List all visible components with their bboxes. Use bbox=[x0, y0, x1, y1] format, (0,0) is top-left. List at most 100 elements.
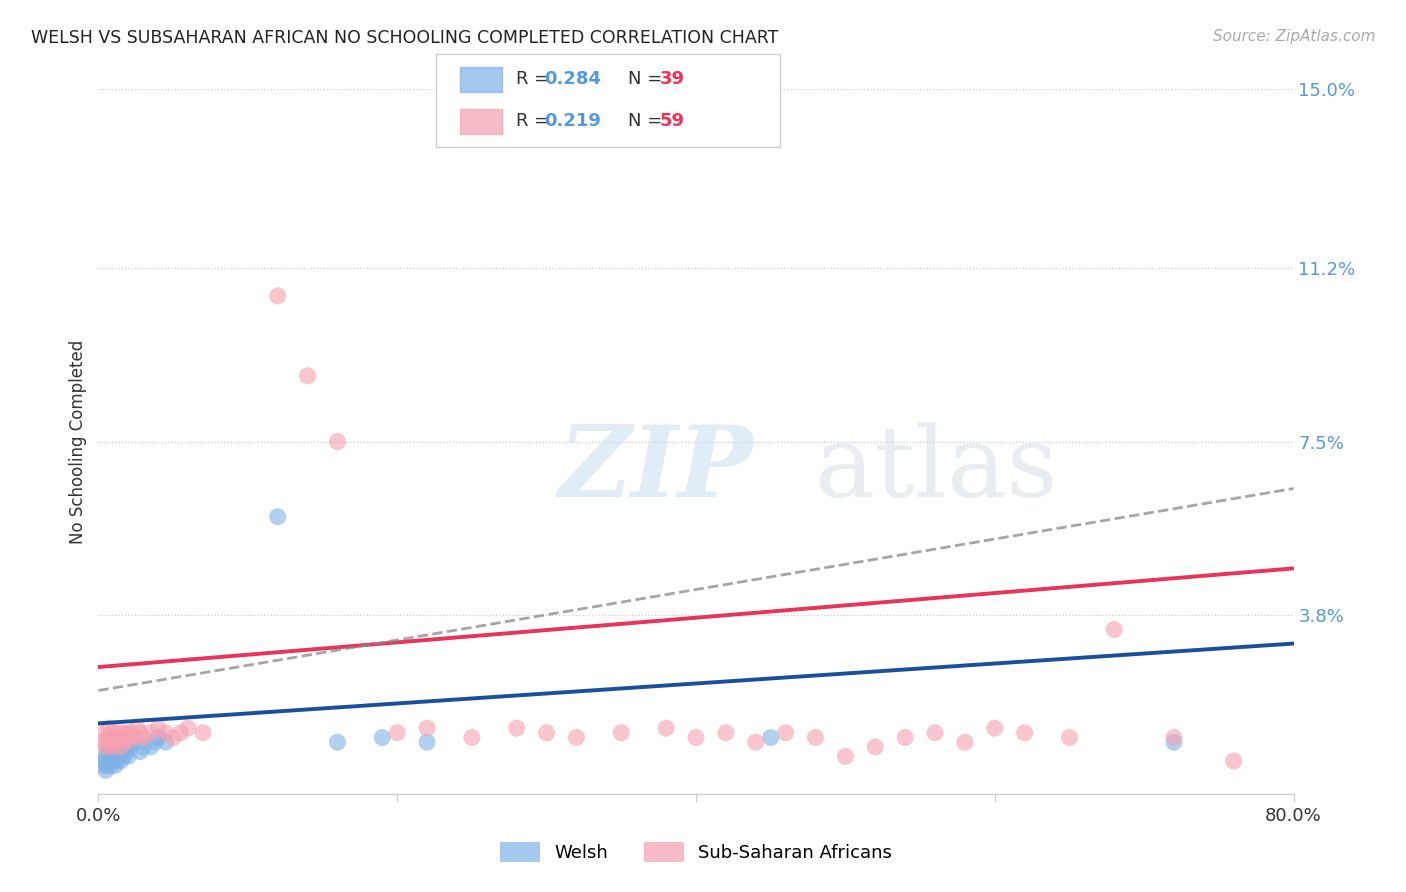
Point bbox=[177, 721, 200, 735]
Point bbox=[894, 731, 917, 745]
Point bbox=[155, 726, 177, 740]
Point bbox=[759, 731, 782, 745]
Point bbox=[101, 754, 124, 768]
Point bbox=[139, 739, 162, 754]
Point bbox=[117, 731, 139, 745]
Point bbox=[98, 749, 122, 764]
Point bbox=[745, 735, 768, 749]
Point bbox=[112, 731, 135, 745]
Y-axis label: No Schooling Completed: No Schooling Completed bbox=[69, 340, 87, 543]
Text: R =: R = bbox=[516, 112, 555, 130]
Point bbox=[97, 754, 120, 768]
Point bbox=[655, 721, 678, 735]
Point bbox=[115, 745, 138, 759]
Point bbox=[110, 739, 132, 754]
Point bbox=[834, 749, 856, 764]
Point bbox=[191, 726, 214, 740]
Point bbox=[129, 745, 152, 759]
Point bbox=[132, 731, 155, 745]
Point bbox=[924, 726, 946, 740]
Point bbox=[685, 731, 707, 745]
Text: N =: N = bbox=[628, 112, 668, 130]
Point bbox=[108, 731, 131, 745]
Point bbox=[120, 726, 142, 740]
Point bbox=[93, 754, 115, 768]
Point bbox=[105, 754, 128, 768]
Point bbox=[169, 726, 191, 740]
Point bbox=[94, 739, 117, 754]
Point bbox=[103, 754, 125, 768]
Text: 39: 39 bbox=[659, 70, 685, 88]
Point bbox=[114, 739, 136, 754]
Point bbox=[98, 758, 122, 772]
Legend: Welsh, Sub-Saharan Africans: Welsh, Sub-Saharan Africans bbox=[492, 835, 900, 870]
Point bbox=[610, 726, 633, 740]
Point bbox=[117, 749, 139, 764]
Point bbox=[1223, 754, 1246, 768]
Point bbox=[120, 739, 142, 754]
Point bbox=[108, 749, 131, 764]
Point bbox=[506, 721, 529, 735]
Point bbox=[326, 735, 349, 749]
Point bbox=[98, 731, 122, 745]
Point bbox=[865, 739, 887, 754]
Point bbox=[1059, 731, 1081, 745]
Point bbox=[101, 739, 124, 754]
Point bbox=[110, 754, 132, 768]
Point bbox=[93, 726, 115, 740]
Point bbox=[115, 726, 138, 740]
Point bbox=[111, 745, 134, 759]
Point bbox=[91, 758, 114, 772]
Text: atlas: atlas bbox=[815, 422, 1059, 517]
Point bbox=[297, 368, 319, 383]
Point bbox=[107, 726, 129, 740]
Point bbox=[984, 721, 1007, 735]
Point bbox=[1014, 726, 1036, 740]
Point bbox=[714, 726, 737, 740]
Point bbox=[96, 758, 118, 772]
Point bbox=[129, 726, 152, 740]
Text: R =: R = bbox=[516, 70, 555, 88]
Point bbox=[103, 726, 125, 740]
Text: WELSH VS SUBSAHARAN AFRICAN NO SCHOOLING COMPLETED CORRELATION CHART: WELSH VS SUBSAHARAN AFRICAN NO SCHOOLING… bbox=[31, 29, 779, 46]
Point bbox=[536, 726, 558, 740]
Point bbox=[97, 735, 120, 749]
Point bbox=[155, 735, 177, 749]
Point bbox=[267, 509, 290, 524]
Point bbox=[114, 735, 136, 749]
Point bbox=[775, 726, 797, 740]
Point bbox=[953, 735, 976, 749]
Point bbox=[1163, 735, 1185, 749]
Point bbox=[97, 739, 120, 754]
Point bbox=[1163, 731, 1185, 745]
Point bbox=[103, 749, 125, 764]
Text: ZIP: ZIP bbox=[558, 422, 754, 518]
Point bbox=[96, 745, 118, 759]
Point bbox=[91, 735, 114, 749]
Point bbox=[148, 721, 170, 735]
Point bbox=[132, 739, 155, 754]
Point bbox=[94, 764, 117, 778]
Point bbox=[162, 731, 184, 745]
Point bbox=[107, 739, 129, 754]
Point bbox=[94, 749, 117, 764]
Text: N =: N = bbox=[628, 70, 668, 88]
Point bbox=[127, 721, 149, 735]
Point bbox=[105, 735, 128, 749]
Point bbox=[103, 735, 125, 749]
Point bbox=[267, 289, 290, 303]
Point bbox=[804, 731, 827, 745]
Point bbox=[112, 749, 135, 764]
Point bbox=[97, 721, 120, 735]
Point bbox=[104, 745, 127, 759]
Text: 0.284: 0.284 bbox=[544, 70, 602, 88]
Point bbox=[96, 731, 118, 745]
Text: 0.219: 0.219 bbox=[544, 112, 600, 130]
Point bbox=[139, 726, 162, 740]
Point bbox=[124, 731, 146, 745]
Point bbox=[104, 758, 127, 772]
Point bbox=[104, 731, 127, 745]
Point bbox=[101, 745, 124, 759]
Point bbox=[416, 721, 439, 735]
Point bbox=[111, 726, 134, 740]
